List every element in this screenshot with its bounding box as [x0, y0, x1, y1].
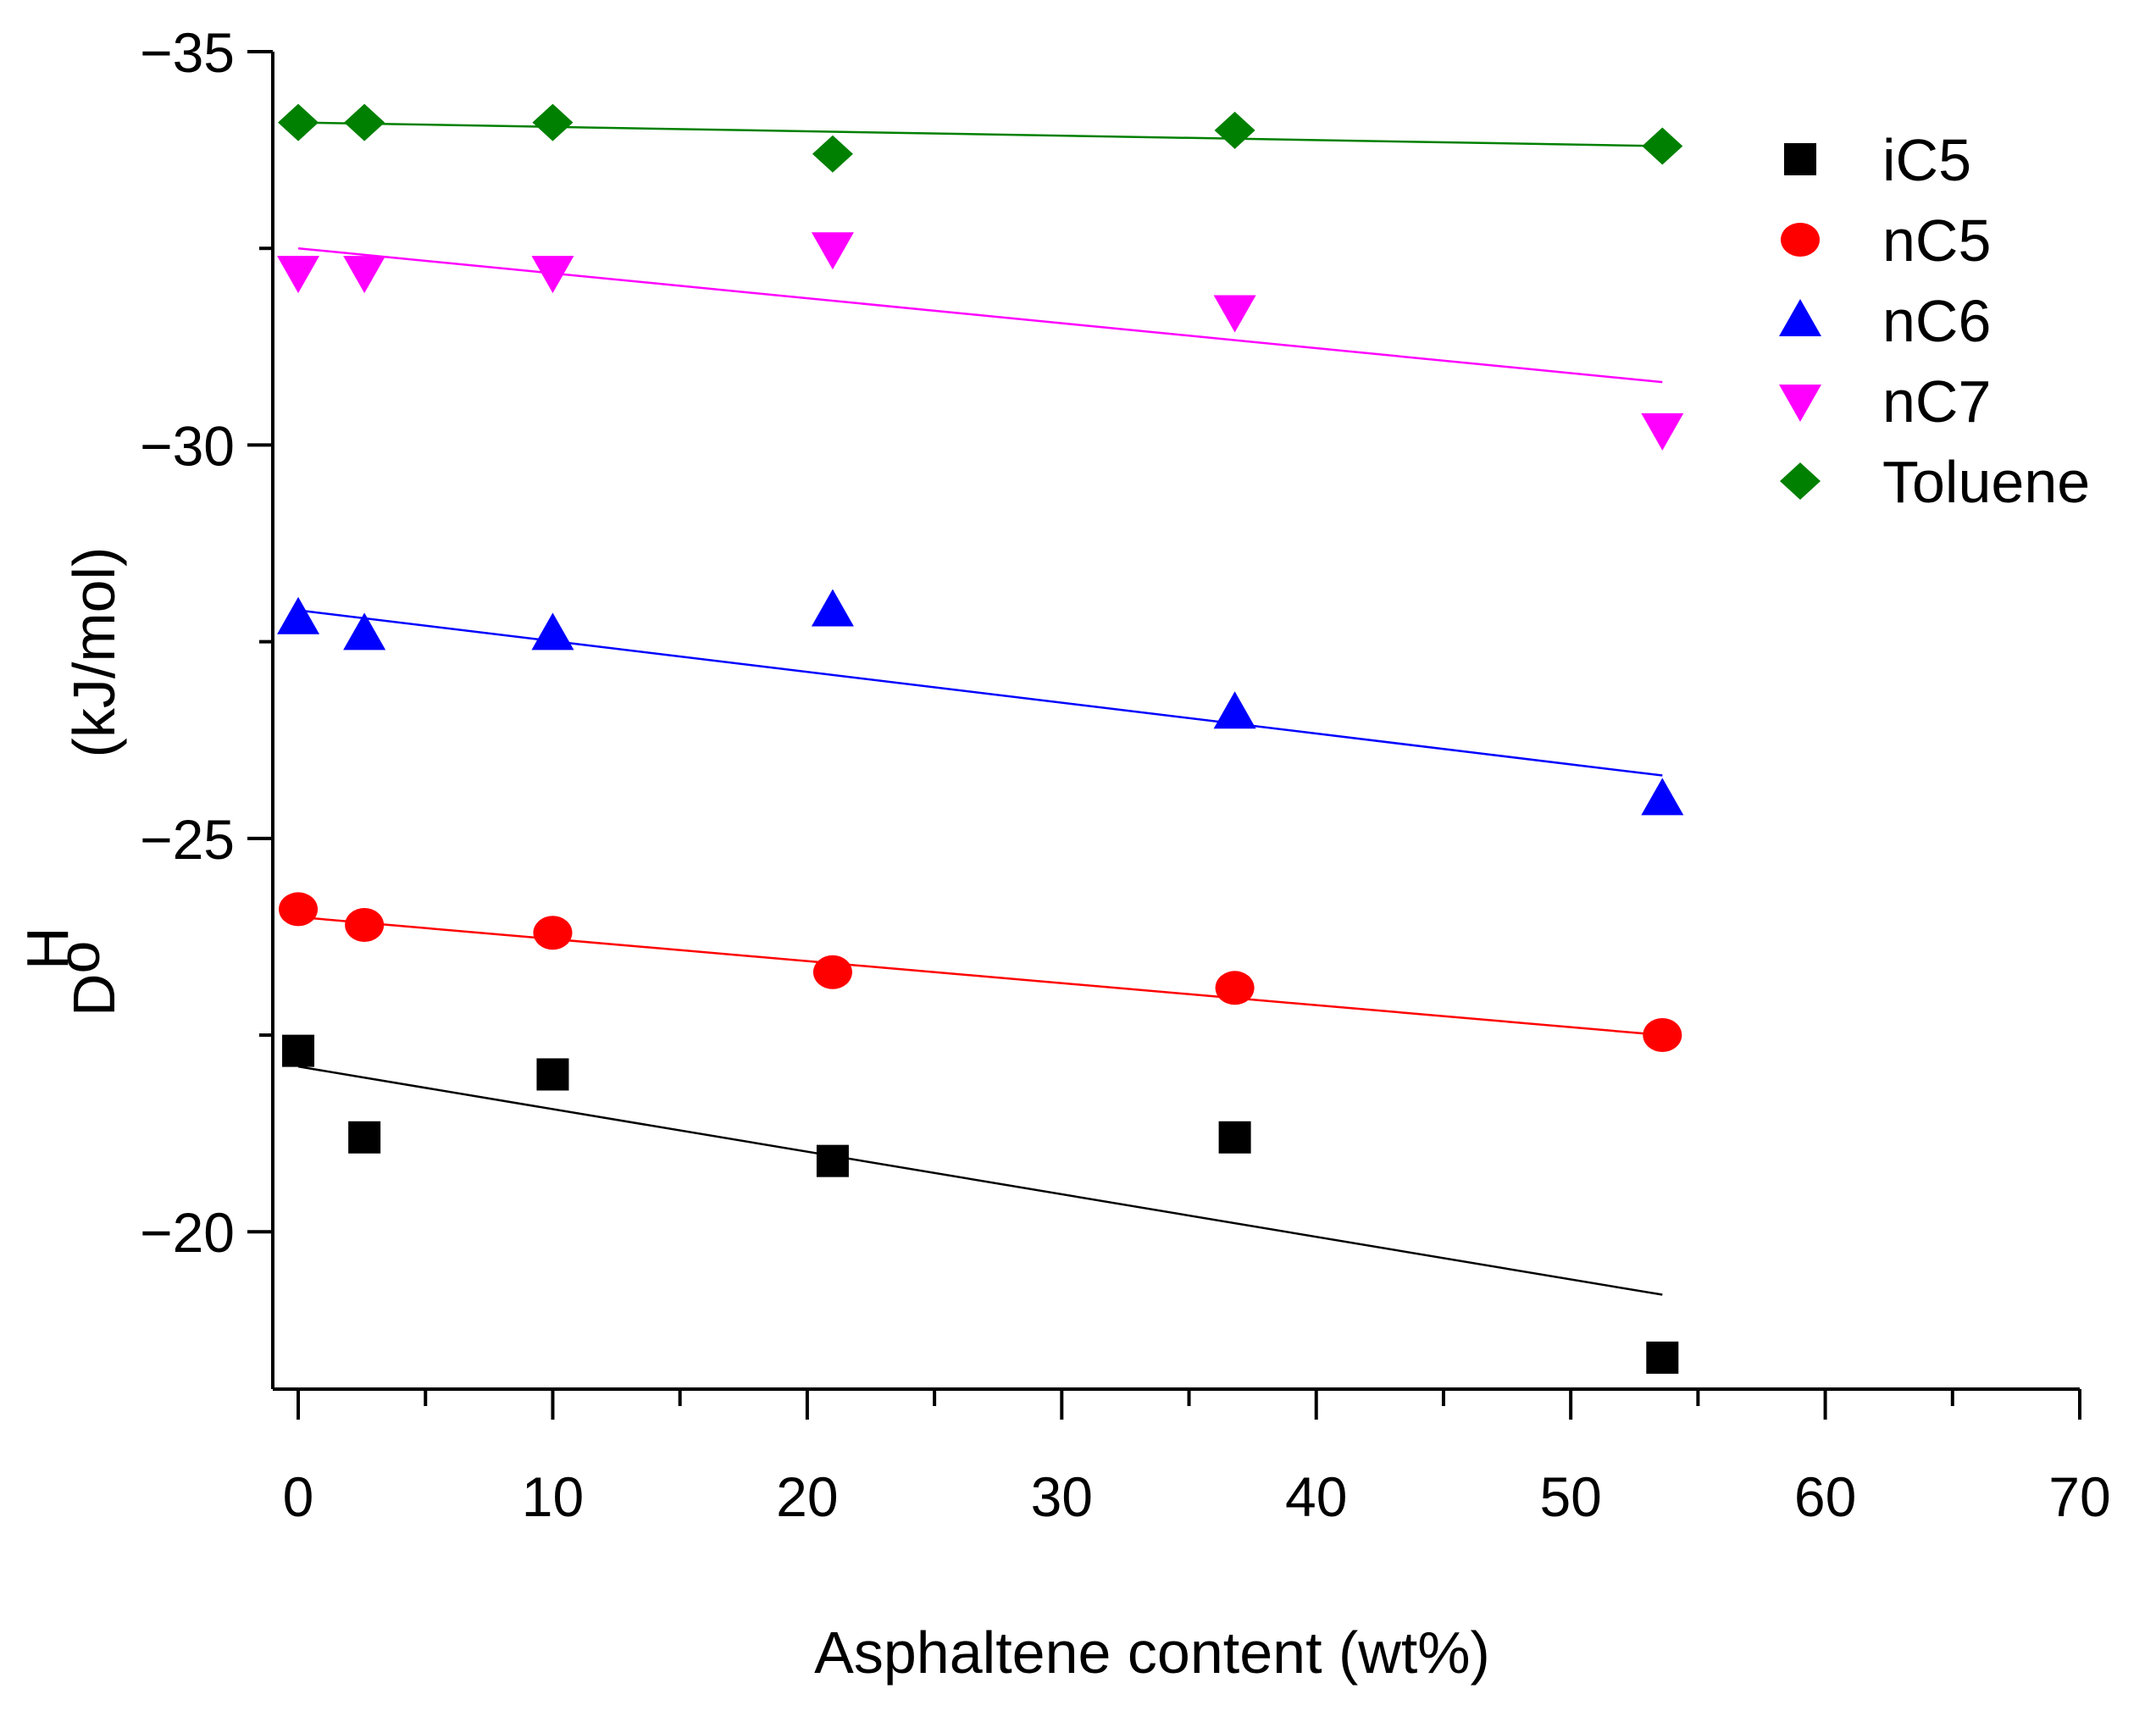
data-point-toluene: [812, 135, 853, 173]
data-point-nc6: [1213, 691, 1256, 729]
data-point-nc7: [343, 256, 386, 294]
legend-label-toluene: Toluene: [1882, 449, 2090, 515]
data-point-nc7: [1641, 413, 1684, 451]
data-point-nc6: [531, 612, 574, 651]
fit-line-toluene: [298, 121, 1663, 147]
data-point-ic5: [1646, 1341, 1679, 1374]
data-point-toluene: [532, 103, 574, 141]
fit-line-nc7: [297, 246, 1663, 384]
y-tick-label: −30: [140, 414, 235, 477]
x-axis-title: Asphaltene content (wt%): [814, 1620, 1490, 1686]
data-point-nc5: [1215, 971, 1255, 1005]
data-point-ic5: [1218, 1121, 1251, 1154]
y-axis-title-main: D: [61, 973, 127, 1016]
y-axis-title: Do H: [14, 927, 127, 1016]
fit-line-nc6: [297, 609, 1663, 777]
fit-line-nc5: [297, 916, 1663, 1037]
y-tick-label: −25: [140, 808, 235, 871]
legend-label-nc5: nC5: [1882, 208, 1991, 274]
data-point-nc6: [343, 612, 386, 651]
data-point-nc5: [279, 892, 319, 927]
y-axis-title-symbol: Do: [46, 941, 127, 1017]
legend-marker-ic5: [1784, 143, 1816, 175]
data-point-toluene: [344, 103, 385, 141]
data-point-ic5: [536, 1058, 569, 1091]
fit-line-ic5: [297, 1065, 1663, 1296]
legend-marker-nc6: [1779, 299, 1821, 336]
x-tick-label: 0: [283, 1465, 314, 1528]
data-point-nc6: [1641, 778, 1684, 816]
data-point-ic5: [282, 1034, 315, 1067]
data-point-nc7: [277, 256, 320, 294]
y-axis-title-super: H: [14, 927, 80, 970]
data-point-nc5: [812, 955, 852, 989]
fit-lines: [297, 121, 1663, 1296]
y-tick-label: −35: [140, 21, 235, 84]
legend-marker-toluene: [1780, 462, 1821, 500]
y-axis-title-sub: o: [46, 941, 112, 974]
data-point-nc7: [811, 232, 854, 270]
data-point-nc5: [345, 907, 385, 942]
x-tick-label: 20: [776, 1465, 838, 1528]
data-point-nc7: [531, 256, 574, 294]
data-point-toluene: [278, 103, 319, 141]
x-tick-label: 40: [1285, 1465, 1347, 1528]
y-axis-title-unit: (kJ/mol): [61, 547, 127, 758]
data-markers: [277, 103, 1684, 1374]
x-tick-label: 10: [522, 1465, 584, 1528]
x-tick-label: 50: [1539, 1465, 1601, 1528]
axes: [271, 52, 2080, 1391]
ticks: 0 10 20 30 40 50 60 70 −35 −30 −25 −20: [140, 21, 2111, 1528]
legend-label-nc7: nC7: [1882, 368, 1991, 435]
data-point-nc5: [1643, 1018, 1682, 1053]
data-point-ic5: [816, 1144, 849, 1177]
x-tick-label: 30: [1031, 1465, 1093, 1528]
data-point-nc5: [533, 916, 573, 950]
legend-marker-nc5: [1781, 223, 1820, 257]
data-point-toluene: [1214, 111, 1255, 149]
y-tick-label: −20: [140, 1201, 235, 1264]
data-point-nc7: [1213, 295, 1256, 333]
x-tick-label: 70: [2048, 1465, 2110, 1528]
data-point-nc6: [277, 596, 320, 634]
legend-label-nc6: nC6: [1882, 288, 1991, 354]
legend-label-ic5: iC5: [1882, 127, 1971, 193]
data-point-ic5: [348, 1121, 381, 1154]
legend-marker-nc7: [1779, 385, 1821, 422]
legend: iC5 nC5 nC6 nC7 Toluene: [1779, 127, 2090, 515]
data-point-toluene: [1642, 127, 1683, 165]
x-tick-label: 60: [1794, 1465, 1856, 1528]
data-point-nc6: [811, 589, 854, 627]
